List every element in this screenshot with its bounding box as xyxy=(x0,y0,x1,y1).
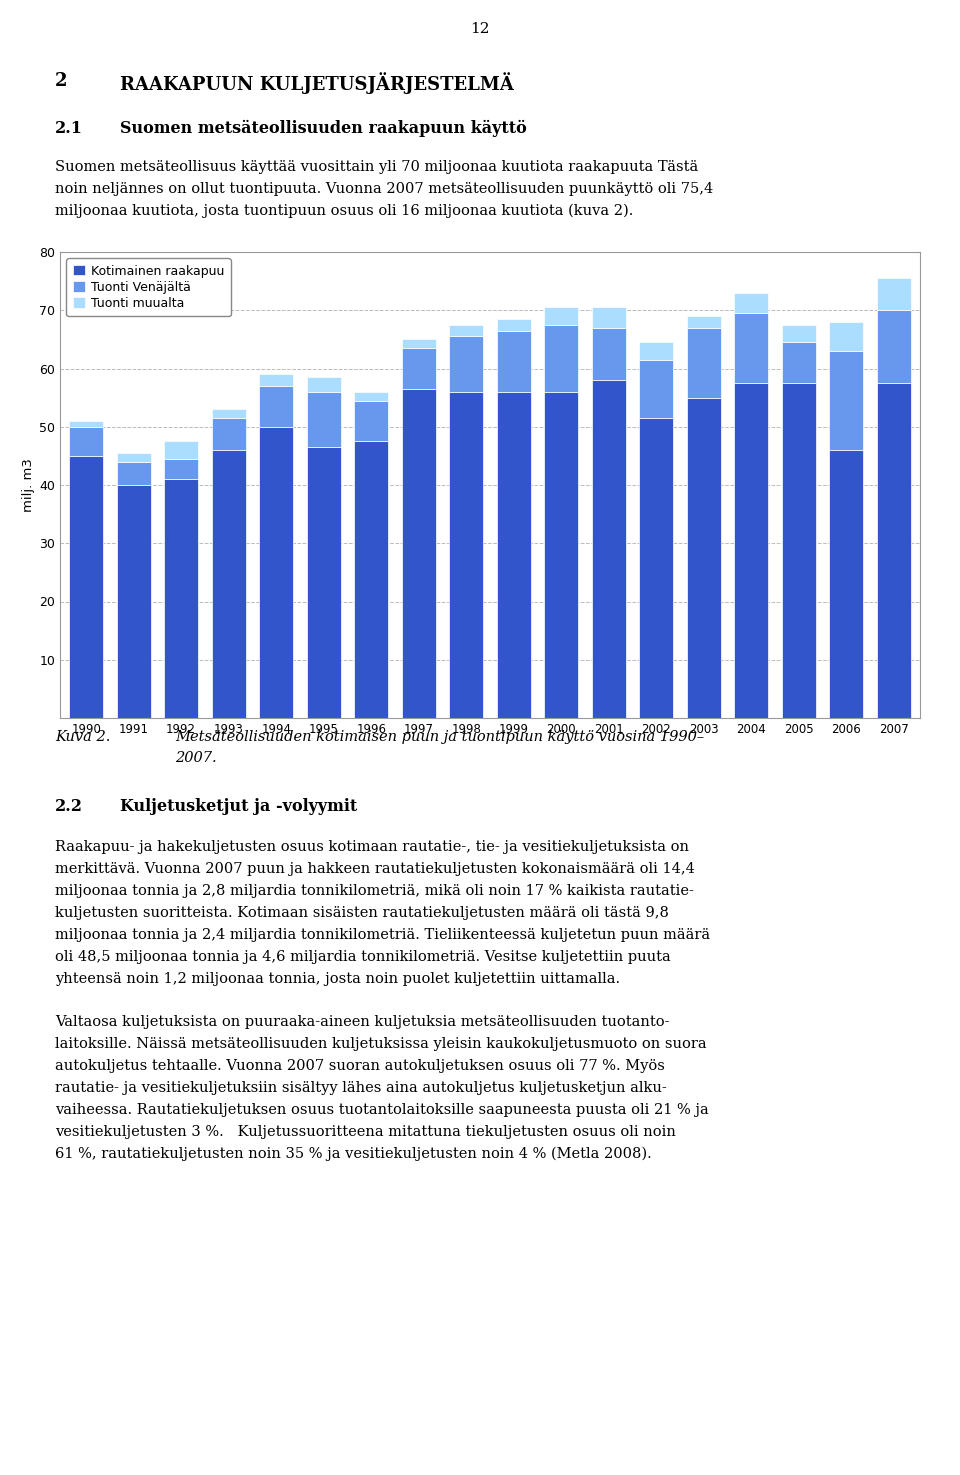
Bar xyxy=(686,327,721,398)
Bar xyxy=(401,339,436,348)
Text: 2.2: 2.2 xyxy=(55,798,83,816)
Bar xyxy=(449,336,483,392)
Text: vaiheessa. Rautatiekuljetuksen osuus tuotantolaitoksille saapuneesta puusta oli : vaiheessa. Rautatiekuljetuksen osuus tuo… xyxy=(55,1103,708,1117)
Bar xyxy=(354,401,389,441)
Legend: Kotimainen raakapuu, Tuonti Venäjältä, Tuonti muualta: Kotimainen raakapuu, Tuonti Venäjältä, T… xyxy=(66,258,230,316)
Bar xyxy=(306,378,341,392)
Bar xyxy=(401,389,436,718)
Bar xyxy=(496,330,531,392)
Text: Raakapuu- ja hakekuljetusten osuus kotimaan rautatie-, tie- ja vesitiekuljetuksi: Raakapuu- ja hakekuljetusten osuus kotim… xyxy=(55,839,689,854)
Bar xyxy=(686,398,721,718)
Bar xyxy=(449,392,483,718)
Text: Metsäteollisuuden kotimaisen puun ja tuontipuun käyttö vuosina 1990–: Metsäteollisuuden kotimaisen puun ja tuo… xyxy=(175,730,705,743)
Text: miljoonaa kuutiota, josta tuontipuun osuus oli 16 miljoonaa kuutiota (kuva 2).: miljoonaa kuutiota, josta tuontipuun osu… xyxy=(55,204,634,218)
Bar xyxy=(591,327,626,381)
Text: Valtaosa kuljetuksista on puuraaka-aineen kuljetuksia metsäteollisuuden tuotanto: Valtaosa kuljetuksista on puuraaka-ainee… xyxy=(55,1015,669,1030)
Text: vesitiekuljetusten 3 %.   Kuljetussuoritteena mitattuna tiekuljetusten osuus oli: vesitiekuljetusten 3 %. Kuljetussuoritte… xyxy=(55,1125,676,1139)
Bar xyxy=(639,360,673,417)
Text: merkittävä. Vuonna 2007 puun ja hakkeen rautatiekuljetusten kokonaismäärä oli 14: merkittävä. Vuonna 2007 puun ja hakkeen … xyxy=(55,861,695,876)
Bar xyxy=(781,324,816,342)
Bar xyxy=(211,450,246,718)
Bar xyxy=(876,279,911,310)
Text: autokuljetus tehtaalle. Vuonna 2007 suoran autokuljetuksen osuus oli 77 %. Myös: autokuljetus tehtaalle. Vuonna 2007 suor… xyxy=(55,1059,665,1072)
Bar xyxy=(734,313,768,384)
Bar xyxy=(306,447,341,718)
Bar xyxy=(781,342,816,384)
Bar xyxy=(259,386,294,426)
Bar xyxy=(354,441,389,718)
Bar xyxy=(591,307,626,327)
Bar xyxy=(591,381,626,718)
Bar xyxy=(69,420,104,426)
Bar xyxy=(69,426,104,456)
Bar xyxy=(259,426,294,718)
Text: laitoksille. Näissä metsäteollisuuden kuljetuksissa yleisin kaukokuljetusmuoto o: laitoksille. Näissä metsäteollisuuden ku… xyxy=(55,1037,707,1052)
Bar xyxy=(734,292,768,313)
Y-axis label: milj. m3: milj. m3 xyxy=(22,459,35,512)
Bar xyxy=(544,307,578,324)
Text: 2: 2 xyxy=(55,72,67,90)
Text: miljoonaa tonnia ja 2,4 miljardia tonnikilometriä. Tieliikenteessä kuljetetun pu: miljoonaa tonnia ja 2,4 miljardia tonnik… xyxy=(55,928,710,943)
Bar xyxy=(401,348,436,389)
Bar xyxy=(164,459,199,479)
Bar xyxy=(496,319,531,330)
Text: oli 48,5 miljoonaa tonnia ja 4,6 miljardia tonnikilometriä. Vesitse kuljetettiin: oli 48,5 miljoonaa tonnia ja 4,6 miljard… xyxy=(55,950,671,965)
Bar xyxy=(116,485,151,718)
Bar xyxy=(116,453,151,462)
Bar xyxy=(164,479,199,718)
Bar xyxy=(306,392,341,447)
Bar xyxy=(354,392,389,401)
Text: rautatie- ja vesitiekuljetuksiin sisältyy lähes aina autokuljetus kuljetusketjun: rautatie- ja vesitiekuljetuksiin sisälty… xyxy=(55,1081,667,1094)
Bar xyxy=(544,392,578,718)
Bar xyxy=(829,351,863,450)
Text: 61 %, rautatiekuljetusten noin 35 % ja vesitiekuljetusten noin 4 % (Metla 2008).: 61 %, rautatiekuljetusten noin 35 % ja v… xyxy=(55,1148,652,1161)
Text: 12: 12 xyxy=(470,22,490,35)
Text: yhteensä noin 1,2 miljoonaa tonnia, josta noin puolet kuljetettiin uittamalla.: yhteensä noin 1,2 miljoonaa tonnia, jost… xyxy=(55,972,620,985)
Bar xyxy=(876,310,911,384)
Text: 2007.: 2007. xyxy=(175,751,217,766)
Bar xyxy=(544,324,578,392)
Bar xyxy=(639,342,673,360)
Bar xyxy=(164,441,199,459)
Bar xyxy=(829,322,863,351)
Text: 2.1: 2.1 xyxy=(55,119,83,137)
Bar xyxy=(211,409,246,417)
Bar xyxy=(449,324,483,336)
Text: noin neljännes on ollut tuontipuuta. Vuonna 2007 metsäteollisuuden puunkäyttö ol: noin neljännes on ollut tuontipuuta. Vuo… xyxy=(55,181,713,196)
Text: Suomen metsäteollisuuden raakapuun käyttö: Suomen metsäteollisuuden raakapuun käytt… xyxy=(120,119,527,137)
Bar xyxy=(781,384,816,718)
Bar xyxy=(69,456,104,718)
Text: kuljetusten suoritteista. Kotimaan sisäisten rautatiekuljetusten määrä oli tästä: kuljetusten suoritteista. Kotimaan sisäi… xyxy=(55,906,669,920)
Bar xyxy=(876,384,911,718)
Text: RAAKAPUUN KULJETUSJÄRJESTELMÄ: RAAKAPUUN KULJETUSJÄRJESTELMÄ xyxy=(120,72,514,94)
Text: Kuva 2.: Kuva 2. xyxy=(55,730,110,743)
Bar xyxy=(211,417,246,450)
Bar xyxy=(829,450,863,718)
Bar xyxy=(639,417,673,718)
Bar xyxy=(116,462,151,485)
Text: Kuljetusketjut ja -volyymit: Kuljetusketjut ja -volyymit xyxy=(120,798,357,816)
Bar xyxy=(686,316,721,327)
Bar xyxy=(496,392,531,718)
Text: miljoonaa tonnia ja 2,8 miljardia tonnikilometriä, mikä oli noin 17 % kaikista r: miljoonaa tonnia ja 2,8 miljardia tonnik… xyxy=(55,884,694,898)
Bar xyxy=(734,384,768,718)
Bar xyxy=(259,375,294,386)
Text: Suomen metsäteollisuus käyttää vuosittain yli 70 miljoonaa kuutiota raakapuuta T: Suomen metsäteollisuus käyttää vuosittai… xyxy=(55,159,698,174)
